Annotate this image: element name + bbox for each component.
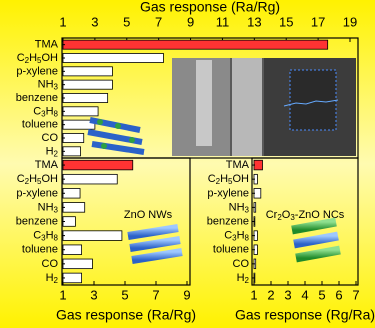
y-tick-label: TMA bbox=[35, 39, 59, 51]
y-tick-label: benzene bbox=[207, 215, 249, 227]
y-tick-label: H2 bbox=[46, 272, 59, 285]
bar bbox=[62, 258, 93, 270]
y-tick-label: C2H5OH bbox=[17, 52, 58, 65]
x-axis-title: Gas response (Rg/Ra) bbox=[235, 307, 375, 323]
y-tick-label: p-xylene bbox=[16, 65, 58, 77]
x-tick-label: 5 bbox=[123, 14, 130, 29]
bar bbox=[62, 39, 329, 50]
y-tick-label: toluene bbox=[22, 244, 58, 256]
bar bbox=[62, 79, 113, 90]
y-tick-label: C3H8 bbox=[224, 230, 249, 243]
bar bbox=[62, 159, 134, 171]
bar bbox=[62, 93, 109, 103]
y-tick-label: CO bbox=[42, 258, 59, 270]
y-tick-label: benzene bbox=[16, 92, 58, 104]
tem-panel bbox=[232, 58, 262, 156]
x-tick-label: 1 bbox=[59, 14, 66, 29]
profile bbox=[283, 99, 339, 107]
x-tick-label: 4 bbox=[301, 287, 308, 302]
x-tick-label: 7 bbox=[155, 14, 162, 29]
annotation: Cr2O3-ZnO NCs bbox=[266, 209, 345, 222]
bar bbox=[62, 133, 85, 143]
bar bbox=[62, 66, 113, 77]
nanowire bbox=[196, 60, 212, 146]
x-tick-label: 5 bbox=[121, 287, 128, 302]
x-axis-title: Gas response (Ra/Rg) bbox=[140, 0, 280, 15]
x-tick-label: 13 bbox=[247, 14, 261, 29]
y-tick-label: CO bbox=[233, 258, 250, 270]
x-tick-label: 2 bbox=[267, 287, 274, 302]
illustration bbox=[291, 217, 341, 263]
y-tick-label: C2H5OH bbox=[208, 173, 249, 186]
x-tick-label: 9 bbox=[187, 14, 194, 29]
x-tick-label: 9 bbox=[183, 287, 190, 302]
y-tick-label: p-xylene bbox=[16, 187, 58, 199]
y-tick-label: CO bbox=[42, 132, 59, 144]
x-tick-label: 7 bbox=[152, 287, 159, 302]
x-tick-label: 15 bbox=[279, 14, 293, 29]
x-tick-label: 3 bbox=[91, 14, 98, 29]
y-tick-label: NH3 bbox=[38, 79, 59, 92]
bar bbox=[62, 272, 83, 284]
illustration bbox=[87, 117, 145, 155]
y-tick-label: benzene bbox=[16, 215, 58, 227]
y-tick-label: C3H8 bbox=[33, 105, 58, 118]
bar bbox=[62, 244, 83, 255]
y-tick-label: TMA bbox=[35, 159, 59, 171]
y-tick-label: C2H5OH bbox=[17, 173, 58, 186]
illustration bbox=[127, 224, 183, 264]
y-tick-label: H2 bbox=[237, 272, 250, 285]
x-tick-label: 1 bbox=[250, 287, 257, 302]
y-tick-label: NH3 bbox=[38, 201, 59, 214]
y-tick-label: C3H8 bbox=[33, 230, 58, 243]
x-tick-label: 19 bbox=[343, 14, 357, 29]
y-tick-label: H2 bbox=[46, 145, 59, 158]
y-tick-label: toluene bbox=[22, 119, 58, 131]
y-tick-label: p-xylene bbox=[207, 187, 249, 199]
x-axis-title: Gas response (Ra/Rg) bbox=[56, 307, 196, 323]
annotation: ZnO NWs bbox=[124, 209, 173, 221]
bar bbox=[62, 146, 81, 157]
x-tick-label: 6 bbox=[335, 287, 342, 302]
x-tick-label: 11 bbox=[216, 14, 230, 29]
bar bbox=[62, 202, 86, 213]
x-tick-label: 1 bbox=[59, 287, 66, 302]
x-tick-label: 7 bbox=[352, 287, 359, 302]
x-tick-label: 3 bbox=[90, 287, 97, 302]
bar bbox=[62, 173, 118, 185]
bar bbox=[253, 188, 262, 199]
bar bbox=[62, 188, 81, 199]
bar bbox=[253, 159, 263, 171]
y-tick-label: TMA bbox=[226, 159, 250, 171]
bar bbox=[62, 230, 123, 241]
nanowire bbox=[289, 69, 337, 131]
x-tick-label: 17 bbox=[311, 14, 325, 29]
x-tick-label: 5 bbox=[318, 287, 325, 302]
bar bbox=[62, 53, 164, 63]
bar bbox=[62, 106, 99, 117]
y-tick-label: NH3 bbox=[229, 201, 250, 214]
y-tick-label: toluene bbox=[213, 244, 249, 256]
x-tick-label: 3 bbox=[284, 287, 291, 302]
